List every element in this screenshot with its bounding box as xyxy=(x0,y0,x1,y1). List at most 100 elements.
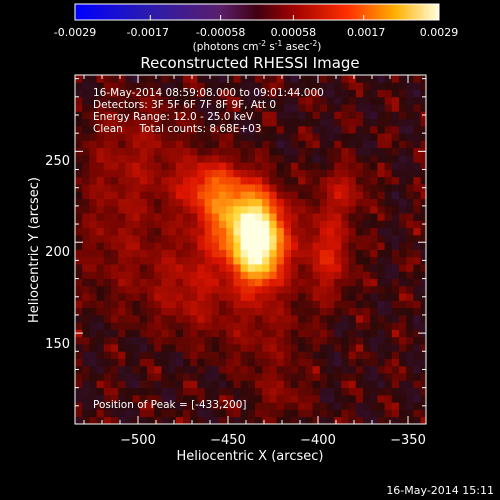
heatmap-cell xyxy=(226,96,234,105)
heatmap-cell xyxy=(226,271,234,279)
heatmap-cell xyxy=(89,147,97,156)
heatmap-cell xyxy=(75,104,83,112)
heatmap-cell xyxy=(276,242,285,250)
heatmap-cell xyxy=(96,89,105,98)
heatmap-cell xyxy=(291,307,299,316)
heatmap-cell xyxy=(305,409,313,418)
heatmap-cell xyxy=(276,416,285,424)
heatmap-cell xyxy=(298,278,306,287)
heatmap-cell xyxy=(312,96,321,105)
heatmap-cell xyxy=(334,89,342,98)
heatmap-cell xyxy=(204,271,213,279)
heatmap-cell xyxy=(168,191,177,199)
heatmap-cell xyxy=(334,104,342,112)
heatmap-cell xyxy=(406,205,414,214)
heatmap-cell xyxy=(161,249,169,258)
heatmap-cell xyxy=(283,111,292,120)
heatmap-cell xyxy=(226,278,234,287)
heatmap-cell xyxy=(240,394,249,403)
heatmap-cell xyxy=(190,256,198,265)
heatmap-cell xyxy=(161,358,169,367)
heatmap-cell xyxy=(334,242,342,250)
heatmap-cell xyxy=(363,213,371,221)
colorbar-tick-label: -0.0029 xyxy=(54,26,96,39)
heatmap-cell xyxy=(247,111,256,120)
heatmap-cell xyxy=(211,162,220,170)
heatmap-cell xyxy=(255,205,263,214)
heatmap-cell xyxy=(269,249,277,258)
heatmap-cell xyxy=(377,111,385,120)
heatmap-cell xyxy=(161,118,169,127)
heatmap-cell xyxy=(291,154,299,163)
heatmap-cell xyxy=(370,409,378,418)
heatmap-cell xyxy=(384,373,393,381)
heatmap-cell xyxy=(305,365,313,374)
heatmap-cell xyxy=(197,322,205,330)
heatmap-cell xyxy=(283,75,292,83)
heatmap-cell xyxy=(132,234,141,243)
heatmap-cell xyxy=(183,249,191,258)
heatmap-cell xyxy=(190,104,198,112)
heatmap-cell xyxy=(226,409,234,418)
heatmap-cell xyxy=(125,293,133,301)
heatmap-cell xyxy=(111,300,119,309)
heatmap-cell xyxy=(391,133,400,141)
heatmap-cell xyxy=(363,271,371,279)
heatmap-cell xyxy=(384,133,393,141)
heatmap-cell xyxy=(370,314,378,323)
heatmap-cell xyxy=(175,242,184,250)
heatmap-cell xyxy=(125,227,133,236)
heatmap-cell xyxy=(118,133,126,141)
heatmap-cell xyxy=(226,329,234,338)
heatmap-cell xyxy=(103,314,112,323)
heatmap-cell xyxy=(154,344,162,352)
heatmap-cell xyxy=(334,351,342,359)
heatmap-cell xyxy=(305,285,313,294)
heatmap-cell xyxy=(348,322,357,330)
heatmap-cell xyxy=(305,104,313,112)
heatmap-cell xyxy=(161,344,169,352)
heatmap-cell xyxy=(255,104,263,112)
heatmap-cell xyxy=(75,169,83,178)
heatmap-cell xyxy=(219,184,227,192)
heatmap-cell xyxy=(89,176,97,185)
heatmap-cell xyxy=(175,365,184,374)
heatmap-cell xyxy=(413,205,421,214)
heatmap-cell xyxy=(175,293,184,301)
heatmap-cell xyxy=(183,300,191,309)
heatmap-cell xyxy=(111,118,119,127)
heatmap-cell xyxy=(363,329,371,338)
heatmap-cell xyxy=(291,300,299,309)
heatmap-cell xyxy=(168,358,177,367)
heatmap-cell xyxy=(391,104,400,112)
heatmap-cell xyxy=(118,300,126,309)
heatmap-cell xyxy=(363,249,371,258)
heatmap-cell xyxy=(125,118,133,127)
heatmap-cell xyxy=(406,213,414,221)
heatmap-cell xyxy=(226,358,234,367)
heatmap-cell xyxy=(305,242,313,250)
heatmap-cell xyxy=(377,162,385,170)
heatmap-cell xyxy=(204,176,213,185)
heatmap-cell xyxy=(161,351,169,359)
heatmap-cell xyxy=(139,140,148,149)
heatmap-cell xyxy=(211,140,220,149)
heatmap-cell xyxy=(154,307,162,316)
heatmap-cell xyxy=(247,264,256,272)
heatmap-cell xyxy=(262,75,270,83)
heatmap-cell xyxy=(183,154,191,163)
heatmap-cell xyxy=(305,125,313,134)
heatmap-cell xyxy=(111,249,119,258)
heatmap-cell xyxy=(406,264,414,272)
heatmap-cell xyxy=(175,227,184,236)
heatmap-cell xyxy=(190,220,198,229)
heatmap-cell xyxy=(413,169,421,178)
heatmap-cell xyxy=(363,125,371,134)
heatmap-cell xyxy=(348,242,357,250)
heatmap-cell xyxy=(399,285,407,294)
heatmap-cell xyxy=(247,387,256,396)
heatmap-cell xyxy=(118,387,126,396)
heatmap-cell xyxy=(319,264,328,272)
heatmap-cell xyxy=(406,329,414,338)
heatmap-cell xyxy=(132,184,141,192)
